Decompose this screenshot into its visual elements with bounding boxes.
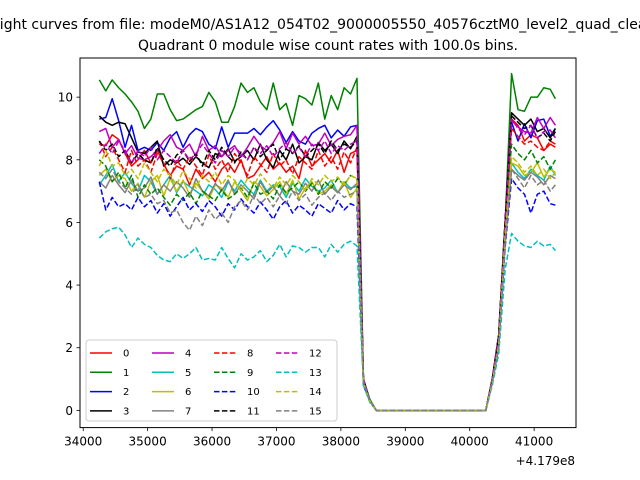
x-tick-label: 39000 [386,435,424,449]
x-axis: 34000 35000 36000 37000 38000 39000 40000 41000 [64,427,553,449]
legend-label-10: 10 [247,387,260,398]
legend-label-14: 14 [309,387,322,398]
plot-area [98,72,557,412]
series-line-11 [98,115,557,412]
legend-label-12: 12 [309,349,322,360]
legend-label-1: 1 [123,368,129,379]
legend-label-8: 8 [247,349,253,360]
y-tick-label: 10 [58,91,73,105]
legend-label-2: 2 [123,387,129,398]
y-tick-label: 6 [65,216,73,230]
x-tick-label: 34000 [64,435,102,449]
x-offset-label: +4.179e8 [516,454,575,468]
series-line-9 [98,143,557,412]
y-tick-label: 8 [65,153,73,167]
legend-label-0: 0 [123,349,129,360]
y-axis: 0 2 4 6 8 10 [58,91,80,418]
figure-suptitle: Light curves from file: modeM0/AS1A12_05… [0,17,640,33]
y-tick-label: 0 [65,404,73,418]
x-tick-label: 38000 [322,435,360,449]
legend-label-9: 9 [247,368,253,379]
x-tick-label: 37000 [257,435,295,449]
series-line-14 [98,149,556,412]
legend-label-5: 5 [185,368,191,379]
y-tick-label: 2 [65,341,73,355]
legend-label-11: 11 [247,406,260,417]
legend-label-15: 15 [309,406,322,417]
axes-frame [79,57,577,429]
x-tick-label: 40000 [451,435,489,449]
axes-title: Quadrant 0 module wise count rates with … [138,38,518,54]
x-tick-label: 41000 [515,435,553,449]
legend-label-3: 3 [123,406,129,417]
x-tick-label: 35000 [129,435,167,449]
series-line-15 [98,168,556,412]
legend-label-13: 13 [309,368,322,379]
y-tick-label: 4 [65,279,73,293]
x-tick-label: 36000 [193,435,231,449]
legend-frame [85,339,338,422]
legend-label-6: 6 [185,387,191,398]
legend-label-4: 4 [185,349,191,360]
legend-label-7: 7 [185,406,191,417]
